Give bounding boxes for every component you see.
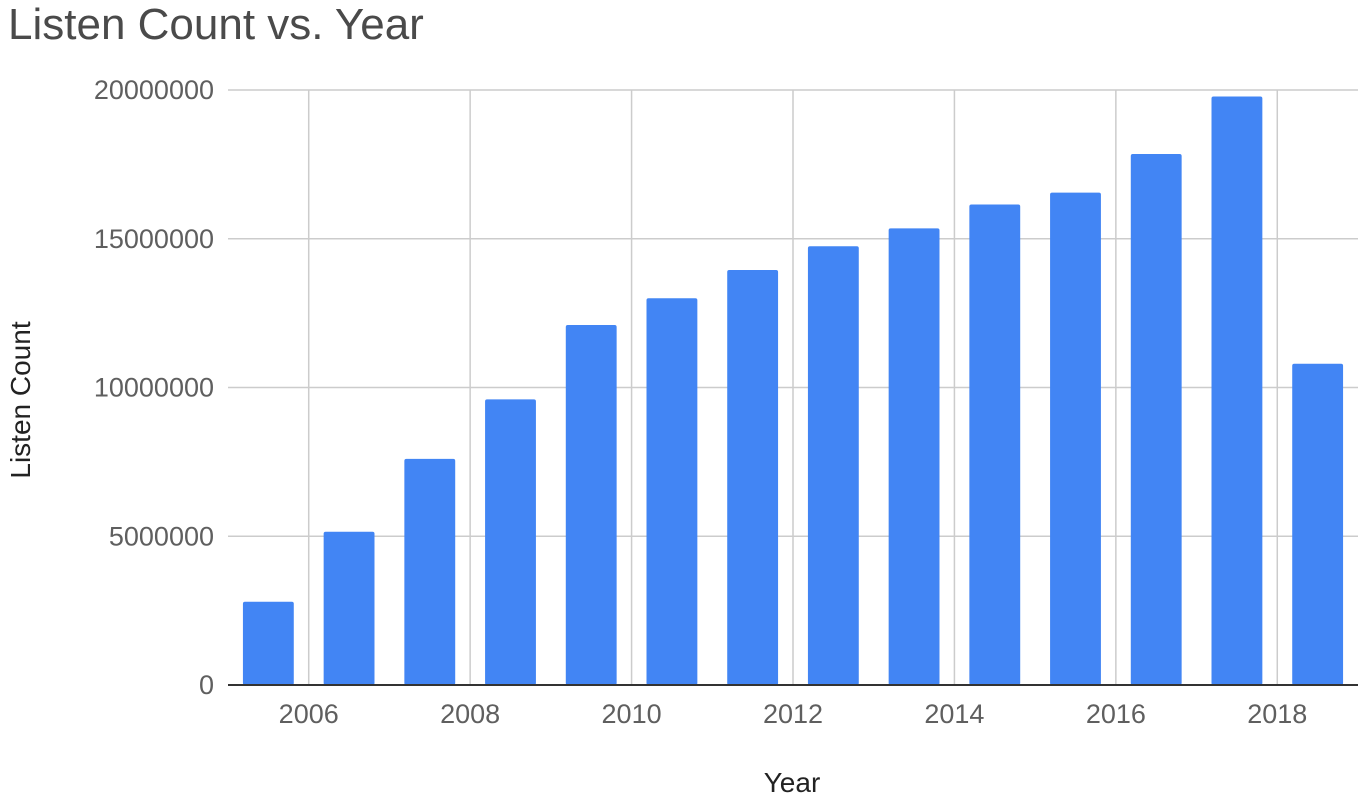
- bar-2006: [323, 531, 375, 685]
- bar-2008: [485, 399, 536, 685]
- bar-2015: [1050, 192, 1101, 685]
- bars: [242, 96, 1344, 686]
- bar-2012: [807, 246, 859, 685]
- bar-2017: [1211, 96, 1263, 686]
- x-tick-label: 2014: [924, 699, 984, 729]
- gridlines: [228, 89, 1358, 685]
- bar-2007: [404, 458, 456, 685]
- bar-2005: [242, 601, 294, 685]
- bar-2009: [565, 325, 617, 685]
- bar-2013: [888, 228, 940, 685]
- y-tick-label: 5000000: [109, 521, 214, 551]
- y-tick-label: 0: [199, 670, 214, 700]
- bar-2014: [969, 204, 1021, 685]
- x-tick-label: 2016: [1086, 699, 1146, 729]
- bar-2010: [646, 298, 698, 685]
- bar-2011: [727, 269, 779, 685]
- x-tick-label: 2010: [602, 699, 662, 729]
- y-axis-title: Listen Count: [5, 321, 36, 478]
- x-tick-label: 2012: [763, 699, 823, 729]
- bar-2018: [1292, 363, 1344, 685]
- bar-2016: [1130, 153, 1182, 685]
- y-tick-label: 20000000: [94, 75, 214, 105]
- y-tick-label: 10000000: [94, 373, 214, 403]
- x-axis-title: Year: [764, 767, 821, 795]
- x-tick-label: 2008: [440, 699, 500, 729]
- x-tick-label: 2006: [279, 699, 339, 729]
- x-tick-label: 2018: [1247, 699, 1307, 729]
- y-tick-label: 15000000: [94, 224, 214, 254]
- axes: 0 5000000 10000000 15000000 20000000 2006 2008…: [94, 75, 1358, 729]
- chart-title: Listen Count vs. Year: [8, 0, 424, 49]
